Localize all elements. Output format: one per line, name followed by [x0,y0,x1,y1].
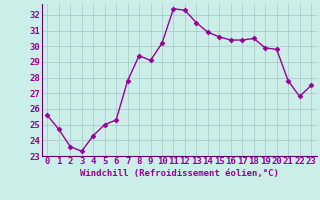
X-axis label: Windchill (Refroidissement éolien,°C): Windchill (Refroidissement éolien,°C) [80,169,279,178]
